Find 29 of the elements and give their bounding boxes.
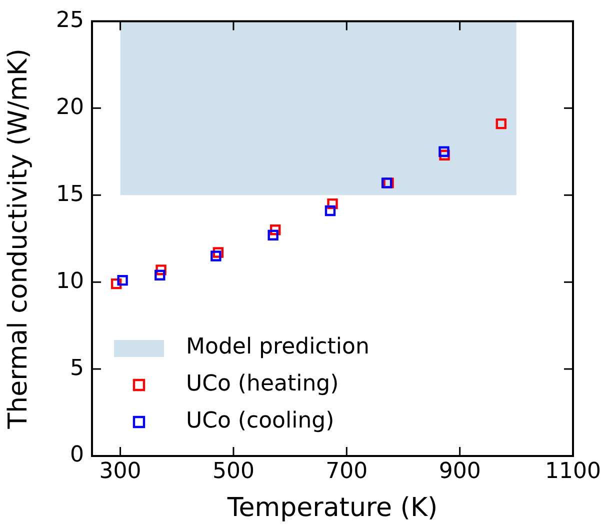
point (156, 264, 166, 276)
y-tick-label: 20 (56, 94, 84, 120)
point (268, 230, 278, 240)
y-tick-label: 5 (70, 356, 84, 381)
y-tick-label: 25 (56, 8, 84, 33)
point (210, 250, 222, 262)
x-tick-label: 900 (438, 458, 481, 484)
point (439, 150, 450, 160)
point (117, 275, 128, 286)
y-tick-label: 10 (56, 268, 84, 294)
x-tick-label: 1100 (545, 458, 601, 484)
y-tick-label: 15 (56, 182, 84, 207)
point (154, 270, 166, 280)
y-axis-title: Thermal conductivity (W/mK) (3, 48, 34, 430)
point (324, 205, 336, 216)
x-tick-label: 500 (212, 458, 254, 484)
y-tick-label: 0 (70, 442, 84, 468)
legend-label: Model prediction (186, 334, 370, 360)
point (270, 224, 281, 236)
point (110, 278, 122, 290)
point (212, 247, 224, 258)
point (438, 146, 450, 157)
x-tick-label: 300 (99, 458, 142, 484)
x-axis-title: Temperature (K) (226, 493, 438, 524)
legend-label: UCo (heating) (186, 372, 339, 397)
point (327, 198, 338, 210)
x-tick-label: 700 (326, 458, 368, 484)
legend-label: UCo (cooling) (186, 408, 334, 434)
point (496, 118, 506, 130)
